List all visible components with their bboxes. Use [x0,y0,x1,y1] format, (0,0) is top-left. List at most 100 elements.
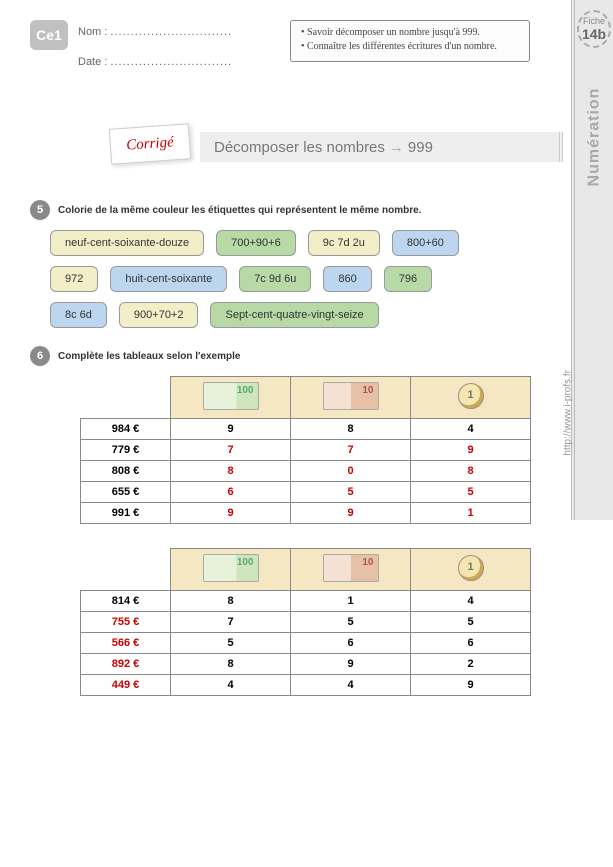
tag: 860 [323,266,371,292]
fiche-label: Fiche [579,16,609,26]
table-2: 814 €814755 €755566 €566892 €892449 €449 [80,548,531,696]
units-cell: 5 [411,612,531,633]
tens-cell: 6 [291,633,411,654]
title-banner: Décomposer les nombres → 999 [200,132,563,162]
amount-cell: 755 € [81,612,171,633]
units-cell: 9 [411,675,531,696]
objective-2: Connaître les différentes écritures d'un… [307,41,497,52]
hundreds-cell: 7 [171,612,291,633]
amount-cell: 655 € [81,482,171,503]
hundreds-cell: 7 [171,440,291,461]
header-10 [291,549,411,591]
exercise-6-number: 6 [30,346,50,366]
tag: 900+70+2 [119,302,199,328]
coin-1-icon [458,383,484,409]
tag: 972 [50,266,98,292]
tens-cell: 9 [291,654,411,675]
objective-1: Savoir décomposer un nombre jusqu'à 999. [307,27,480,38]
tens-cell: 4 [291,675,411,696]
hundreds-cell: 8 [171,461,291,482]
amount-cell: 984 € [81,419,171,440]
hundreds-cell: 9 [171,503,291,524]
table-row: 984 €984 [81,419,531,440]
amount-cell: 814 € [81,591,171,612]
units-cell: 9 [411,440,531,461]
nom-label: Nom : [78,26,107,38]
sidebar-title: Numération [585,88,603,187]
hundreds-cell: 4 [171,675,291,696]
exercise-6-heading: 6 Complète les tableaux selon l'exemple [30,346,563,366]
table-row: 779 €779 [81,440,531,461]
table-row: 566 €566 [81,633,531,654]
exercise-5-text: Colorie de la même couleur les étiquette… [58,205,421,216]
tens-cell: 9 [291,503,411,524]
tags-container: neuf-cent-soixante-douze 700+90+6 9c 7d … [30,230,563,328]
sidebar: Fiche 14b Numération [571,0,613,520]
table-row: 449 €449 [81,675,531,696]
amount-cell: 808 € [81,461,171,482]
bill-100-icon [203,382,259,410]
table-1: 984 €984779 €779808 €808655 €655991 €991 [80,376,531,524]
hundreds-cell: 9 [171,419,291,440]
tag: 800+60 [392,230,459,256]
tens-cell: 5 [291,482,411,503]
units-cell: 4 [411,591,531,612]
bill-100-icon [203,554,259,582]
fiche-number: 14b [579,26,609,42]
fiche-badge: Fiche 14b [577,10,611,48]
source-url: http://www.i-profs.fr [563,370,574,456]
header-1 [411,377,531,419]
tag: 796 [384,266,432,292]
level-badge: Ce1 [30,20,68,50]
table-row: 892 €892 [81,654,531,675]
hundreds-cell: 8 [171,654,291,675]
tag: Sept-cent-quatre-vingt-seize [210,302,378,328]
amount-cell: 566 € [81,633,171,654]
tens-cell: 5 [291,612,411,633]
exercise-5-number: 5 [30,200,50,220]
units-cell: 4 [411,419,531,440]
amount-cell: 449 € [81,675,171,696]
amount-cell: 779 € [81,440,171,461]
exercise-5-heading: 5 Colorie de la même couleur les étiquet… [30,200,563,220]
table-row: 808 €808 [81,461,531,482]
header-10 [291,377,411,419]
hundreds-cell: 8 [171,591,291,612]
hundreds-cell: 5 [171,633,291,654]
hundreds-cell: 6 [171,482,291,503]
units-cell: 1 [411,503,531,524]
units-cell: 6 [411,633,531,654]
objectives-box: • Savoir décomposer un nombre jusqu'à 99… [290,20,530,62]
banner-number: 999 [408,139,433,156]
amount-cell: 991 € [81,503,171,524]
title-row: Corrigé Décomposer les nombres → 999 [30,120,563,180]
tag: huit-cent-soixante [110,266,227,292]
header-100 [171,377,291,419]
bill-10-icon [323,382,379,410]
tag: 8c 6d [50,302,107,328]
units-cell: 2 [411,654,531,675]
tag: 7c 9d 6u [239,266,311,292]
header-100 [171,549,291,591]
name-date-block: Nom : .............................. Dat… [78,26,232,86]
units-cell: 5 [411,482,531,503]
table-row: 655 €655 [81,482,531,503]
nom-dots[interactable]: .............................. [110,26,232,38]
table-row: 814 €814 [81,591,531,612]
tens-cell: 7 [291,440,411,461]
date-dots[interactable]: .............................. [110,56,232,68]
arrow-icon: → [389,139,404,156]
amount-cell: 892 € [81,654,171,675]
header-1 [411,549,531,591]
tag: neuf-cent-soixante-douze [50,230,204,256]
tag: 9c 7d 2u [308,230,380,256]
tens-cell: 1 [291,591,411,612]
coin-1-icon [458,555,484,581]
corrige-stamp: Corrigé [109,123,191,164]
tens-cell: 8 [291,419,411,440]
units-cell: 8 [411,461,531,482]
table-row: 991 €991 [81,503,531,524]
date-label: Date : [78,56,107,68]
bill-10-icon [323,554,379,582]
tag: 700+90+6 [216,230,296,256]
